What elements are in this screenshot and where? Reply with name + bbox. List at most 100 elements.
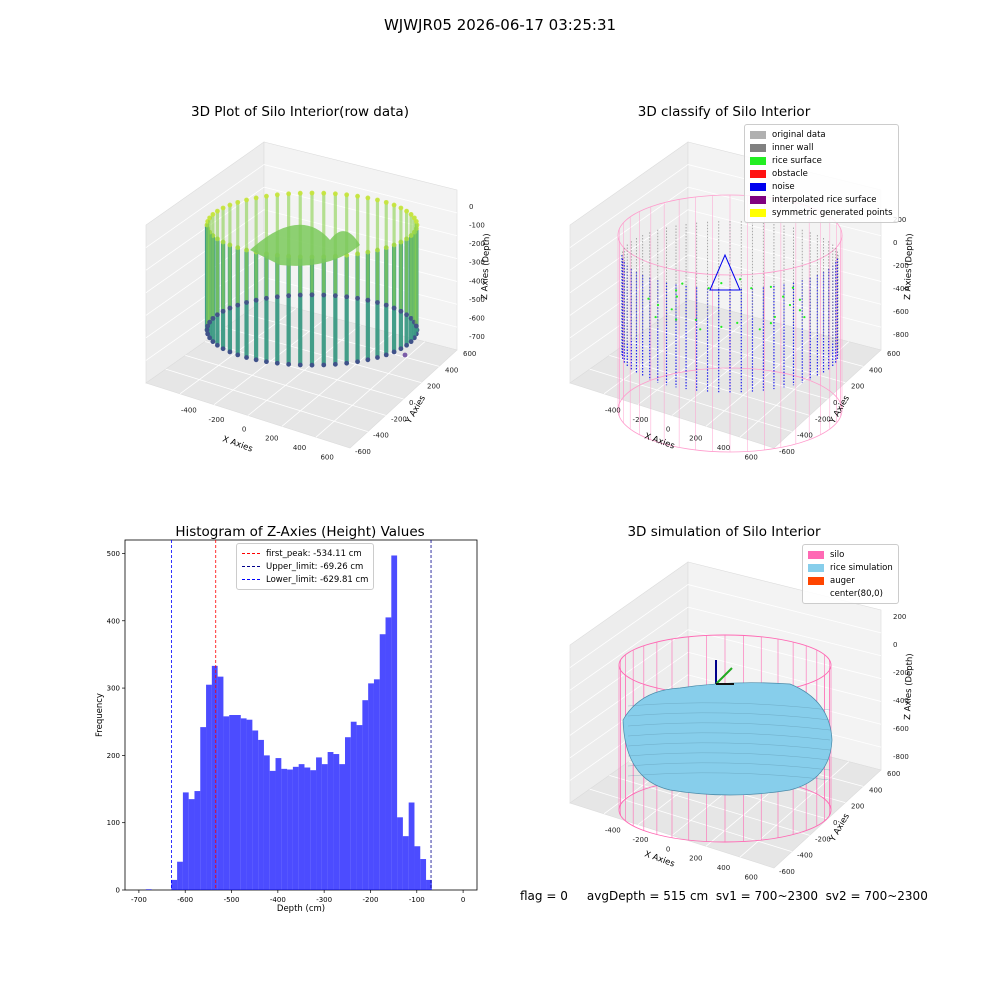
legend-entry: rice surface <box>750 154 893 167</box>
histogram-x-ticks: -700 -600 -500 -400 -300 -200 -100 0 <box>131 890 465 904</box>
grid-line <box>687 584 882 634</box>
legend-label: rice simulation <box>830 562 893 573</box>
histogram-bar <box>321 764 328 890</box>
wall-point <box>365 195 371 201</box>
histogram-bar <box>391 555 398 890</box>
y-tick-label: -600 <box>779 868 795 876</box>
rice-surface-point <box>675 295 678 298</box>
x-tick-label: -400 <box>605 827 621 835</box>
histogram-bar <box>269 770 276 890</box>
wall-point <box>375 300 380 305</box>
y-tick-label: 600 <box>887 770 900 778</box>
y-tick-label: -400 <box>797 852 813 860</box>
raw-y-axis-label: Y Axies <box>403 393 428 426</box>
rice-surface-point <box>769 322 773 325</box>
wall-point <box>383 302 389 308</box>
rice-surface-point <box>675 318 678 321</box>
wall-point <box>404 342 410 348</box>
wall-point <box>286 361 292 367</box>
legend-entry: interpolated rice surface <box>750 193 893 206</box>
classify-z-axis-label: Z Axies (Depth) <box>903 233 915 300</box>
x-tick-label: -600 <box>177 896 193 904</box>
wall-point <box>344 360 350 366</box>
legend-swatch <box>808 590 824 598</box>
rice-surface-point <box>769 285 773 288</box>
y-tick-label: 400 <box>869 366 882 374</box>
histogram-bar <box>379 634 386 890</box>
y-tick-label: 600 <box>887 350 900 358</box>
y-tick-label: 0 <box>833 399 837 407</box>
histogram-y-axis-label: Frequency <box>95 693 105 737</box>
wall-point <box>355 295 360 301</box>
rice-simulation-surface <box>618 634 833 843</box>
y-tick-label: -400 <box>373 432 389 440</box>
y-tick-label: 200 <box>427 383 440 391</box>
histogram-bar <box>182 792 189 890</box>
x-tick-label: 0 <box>461 896 465 904</box>
wall-point <box>321 292 327 298</box>
y-tick-label: 400 <box>107 617 120 625</box>
legend-label: rice surface <box>772 155 822 166</box>
z-tick-label: 0 <box>469 203 473 211</box>
histogram-bar <box>292 766 299 890</box>
rice-surface-point <box>699 328 702 331</box>
legend-entry: rice simulation <box>808 561 893 574</box>
rice-surface-point <box>739 278 742 281</box>
legend-label: interpolated rice surface <box>772 194 877 205</box>
grid-line <box>687 651 882 702</box>
histogram-bar <box>304 767 311 890</box>
legend-swatch <box>750 195 766 204</box>
raw-point-cloud <box>204 190 420 368</box>
histogram-bar <box>281 768 288 890</box>
y-tick-label: 500 <box>107 550 120 558</box>
histogram-bar <box>177 861 183 890</box>
mesh-line <box>627 722 831 731</box>
legend-entry: Lower_limit: -629.81 cm <box>242 573 368 586</box>
rice-surface-point <box>707 287 710 290</box>
y-tick-label: 400 <box>445 366 458 374</box>
wall-point <box>375 197 380 203</box>
legend-swatch <box>808 563 824 572</box>
histogram-bar <box>252 730 259 890</box>
grid-line <box>569 651 689 736</box>
legend-swatch <box>750 182 766 191</box>
y-tick-label: -200 <box>391 415 407 423</box>
histogram-bar <box>397 817 403 890</box>
rice-surface-point <box>803 315 806 319</box>
wall-point <box>264 295 269 301</box>
x-tick-label: 400 <box>717 444 730 452</box>
x-tick-label: -400 <box>270 896 286 904</box>
x-tick-label: -200 <box>363 896 379 904</box>
grid-line <box>263 277 458 328</box>
histogram-bar <box>188 799 195 890</box>
wall-point <box>235 352 241 358</box>
legend-entry: noise <box>750 180 893 193</box>
wall-point <box>244 197 249 203</box>
y-tick-label: 200 <box>851 383 864 391</box>
histogram-bar <box>258 739 264 890</box>
histogram-bar <box>402 836 409 890</box>
z-tick-label: -300 <box>469 259 485 267</box>
z-tick-label: 200 <box>893 613 906 621</box>
histogram-bars <box>145 555 432 890</box>
mesh-line <box>627 712 831 721</box>
histogram-bar <box>145 889 152 890</box>
rice-surface-point <box>694 318 698 321</box>
legend-swatch <box>242 579 260 580</box>
x-tick-label: 0 <box>666 425 670 433</box>
histogram-bar <box>217 676 224 890</box>
wall-point <box>210 339 216 345</box>
status-footer: flag = 0 avgDepth = 515 cm sv1 = 700~230… <box>520 889 928 903</box>
histogram-y-ticks: 0 100 200 300 400 500 <box>107 550 125 895</box>
3d-tick-labels: -400-2000200400600-600-400-2000200400600… <box>181 203 909 881</box>
y-tick-label: -200 <box>815 835 831 843</box>
wall-point <box>207 215 213 221</box>
wall-point <box>244 355 249 360</box>
wall-point <box>210 212 216 217</box>
wall-point <box>404 208 410 214</box>
wall-point <box>227 202 233 208</box>
x-tick-label: -200 <box>209 416 225 424</box>
y-tick-label: -200 <box>815 415 831 423</box>
grid-line <box>569 164 689 248</box>
